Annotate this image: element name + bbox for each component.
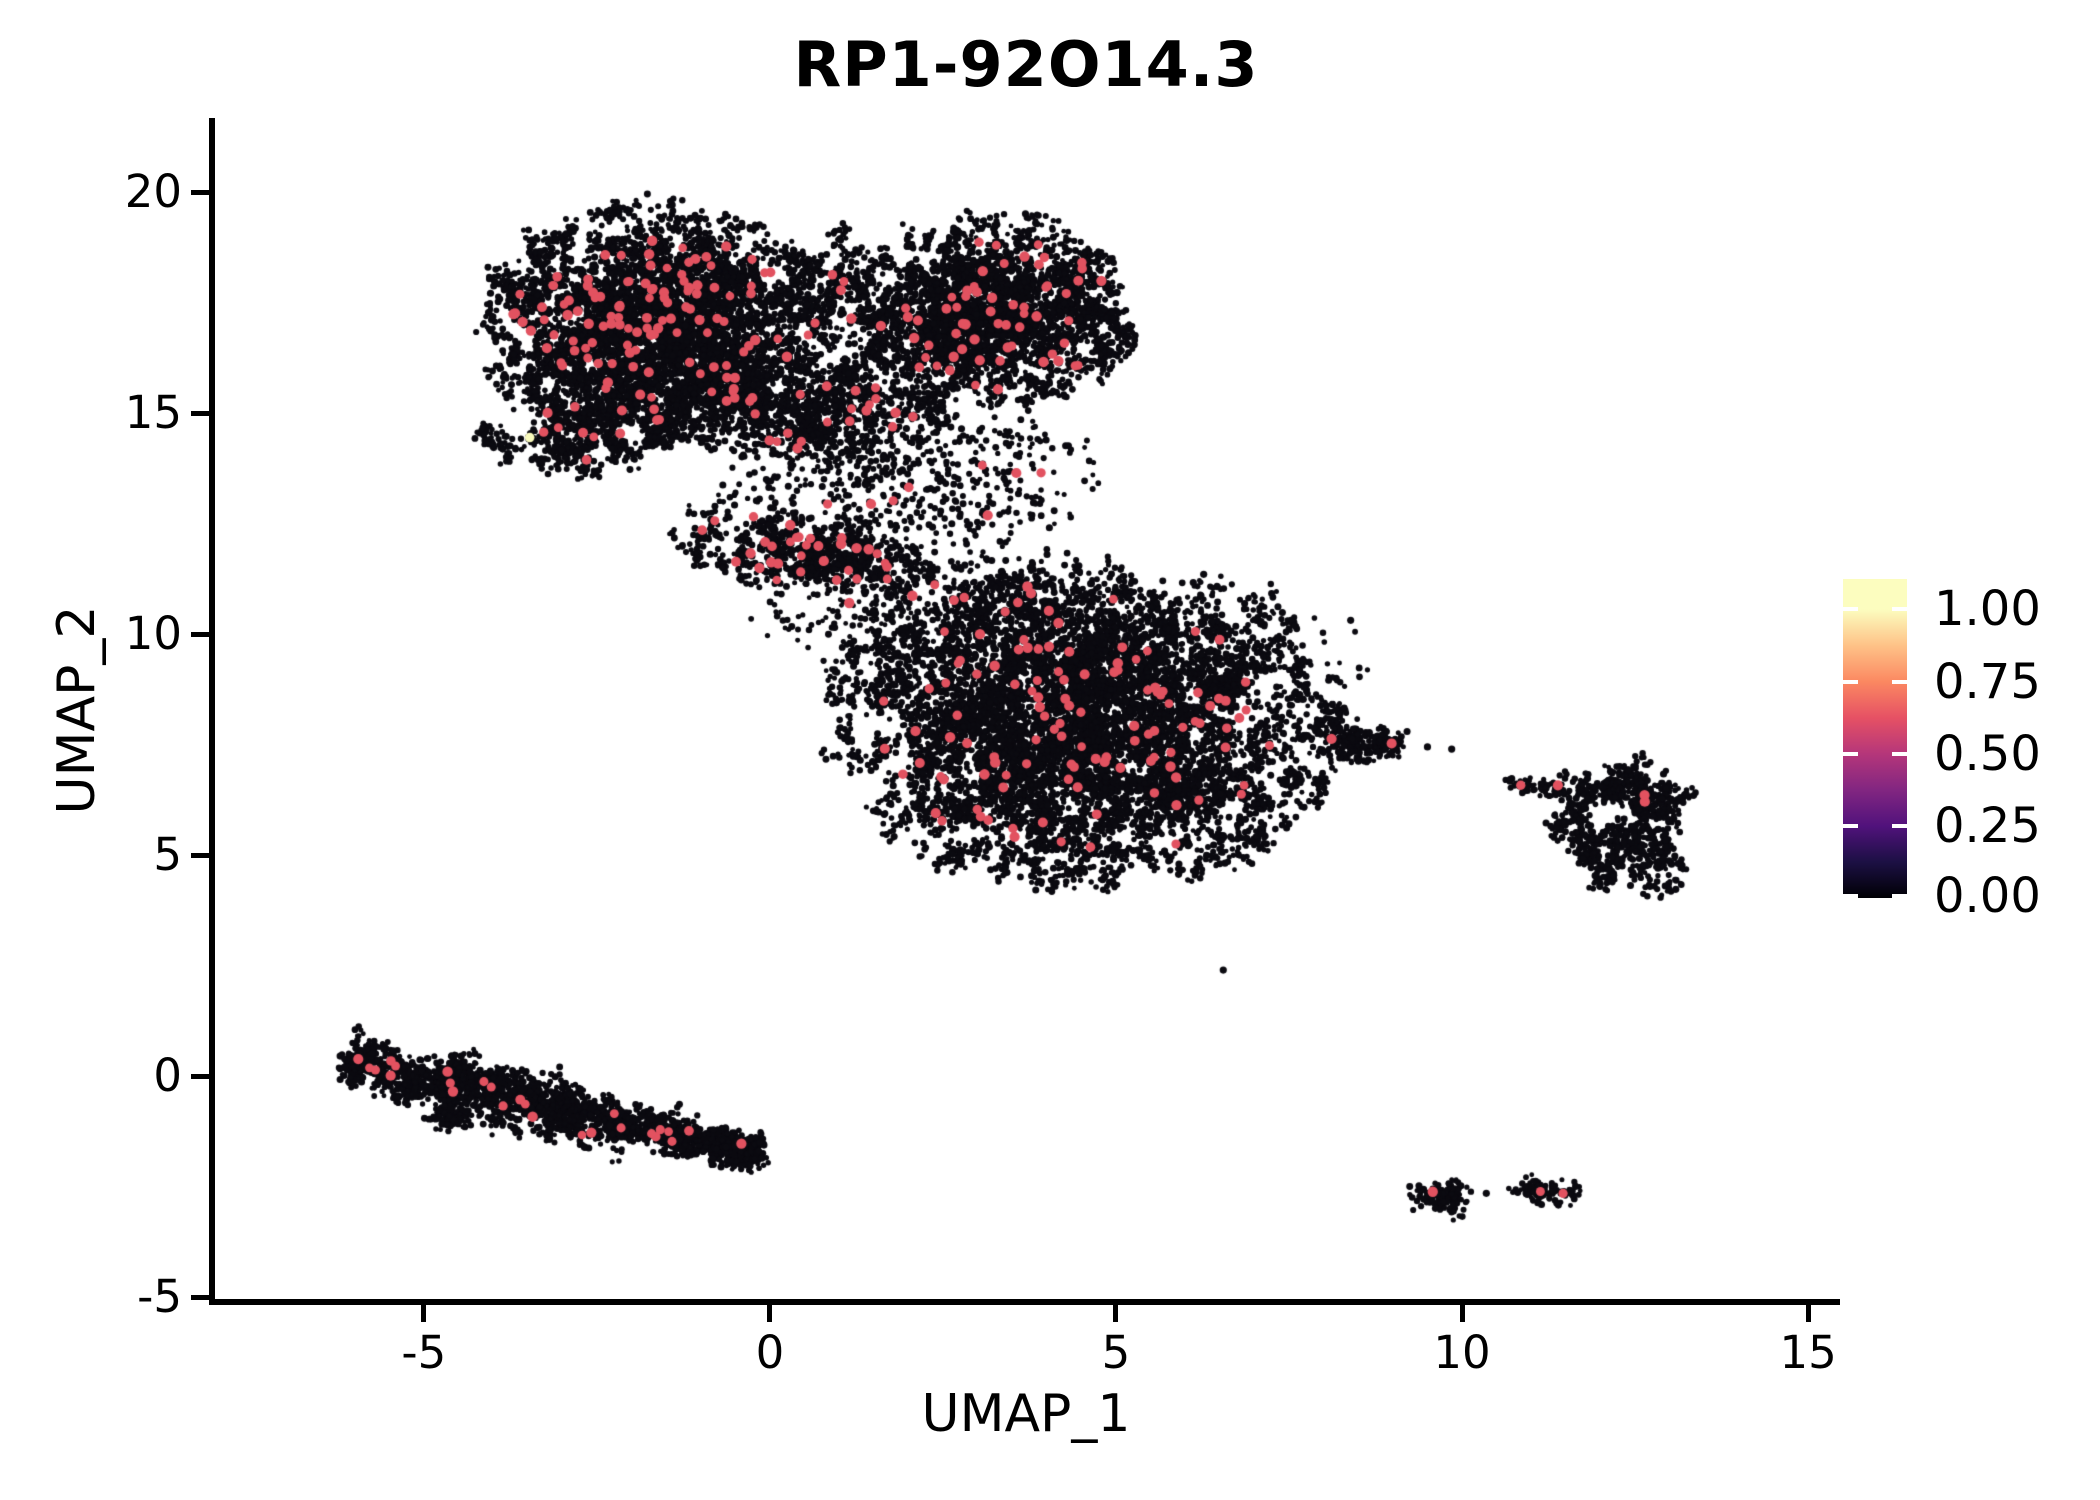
colorbar-tick	[1843, 751, 1858, 756]
y-axis-line	[209, 118, 215, 1305]
y-tick-mark	[191, 852, 209, 858]
colorbar-tick-label: 0.75	[1934, 653, 2041, 710]
x-tick-mark	[1459, 1305, 1465, 1322]
colorbar-tick	[1843, 607, 1858, 612]
y-tick-mark	[191, 189, 209, 195]
x-tick-label: 15	[1779, 1326, 1837, 1379]
colorbar-tick	[1892, 679, 1907, 684]
colorbar-tick-label: 0.25	[1934, 797, 2041, 854]
x-axis-title: UMAP_1	[921, 1384, 1131, 1444]
x-tick-label: -5	[401, 1326, 447, 1379]
x-tick-label: 10	[1433, 1326, 1491, 1379]
y-tick-label: 0	[153, 1049, 182, 1103]
y-tick-mark	[191, 1294, 209, 1300]
y-tick-mark	[191, 1073, 209, 1079]
y-tick-label: -5	[137, 1270, 182, 1324]
x-tick-mark	[1805, 1305, 1811, 1322]
x-axis-line	[209, 1299, 1840, 1305]
y-tick-label: 15	[124, 386, 182, 440]
x-tick-mark	[421, 1305, 427, 1322]
y-tick-label: 20	[124, 165, 182, 219]
x-tick-mark	[1113, 1305, 1119, 1322]
colorbar-tick-label: 1.00	[1934, 581, 2041, 638]
colorbar-tick	[1843, 823, 1858, 828]
y-tick-label: 10	[124, 607, 182, 661]
x-tick-label: 5	[1101, 1326, 1131, 1379]
colorbar-tick	[1892, 607, 1907, 612]
colorbar-tick-label: 0.50	[1934, 725, 2041, 782]
colorbar-tick	[1843, 894, 1858, 898]
y-tick-mark	[191, 631, 209, 637]
colorbar-tick	[1843, 679, 1858, 684]
colorbar-tick	[1892, 823, 1907, 828]
colorbar-legend: 1.00 0.75 0.50 0.25 0.00	[1843, 579, 2041, 920]
plot-title: RP1-92O14.3	[793, 28, 1259, 101]
y-axis-title: UMAP_2	[47, 605, 107, 815]
y-tick-mark	[191, 410, 209, 416]
colorbar-tick-label: 0.00	[1934, 868, 2041, 924]
colorbar-tick	[1892, 751, 1907, 756]
x-tick-mark	[767, 1305, 773, 1322]
x-tick-label: 0	[755, 1326, 785, 1379]
colorbar-gradient	[1843, 579, 1907, 898]
y-tick-label: 5	[153, 828, 182, 882]
colorbar-tick	[1892, 894, 1907, 898]
